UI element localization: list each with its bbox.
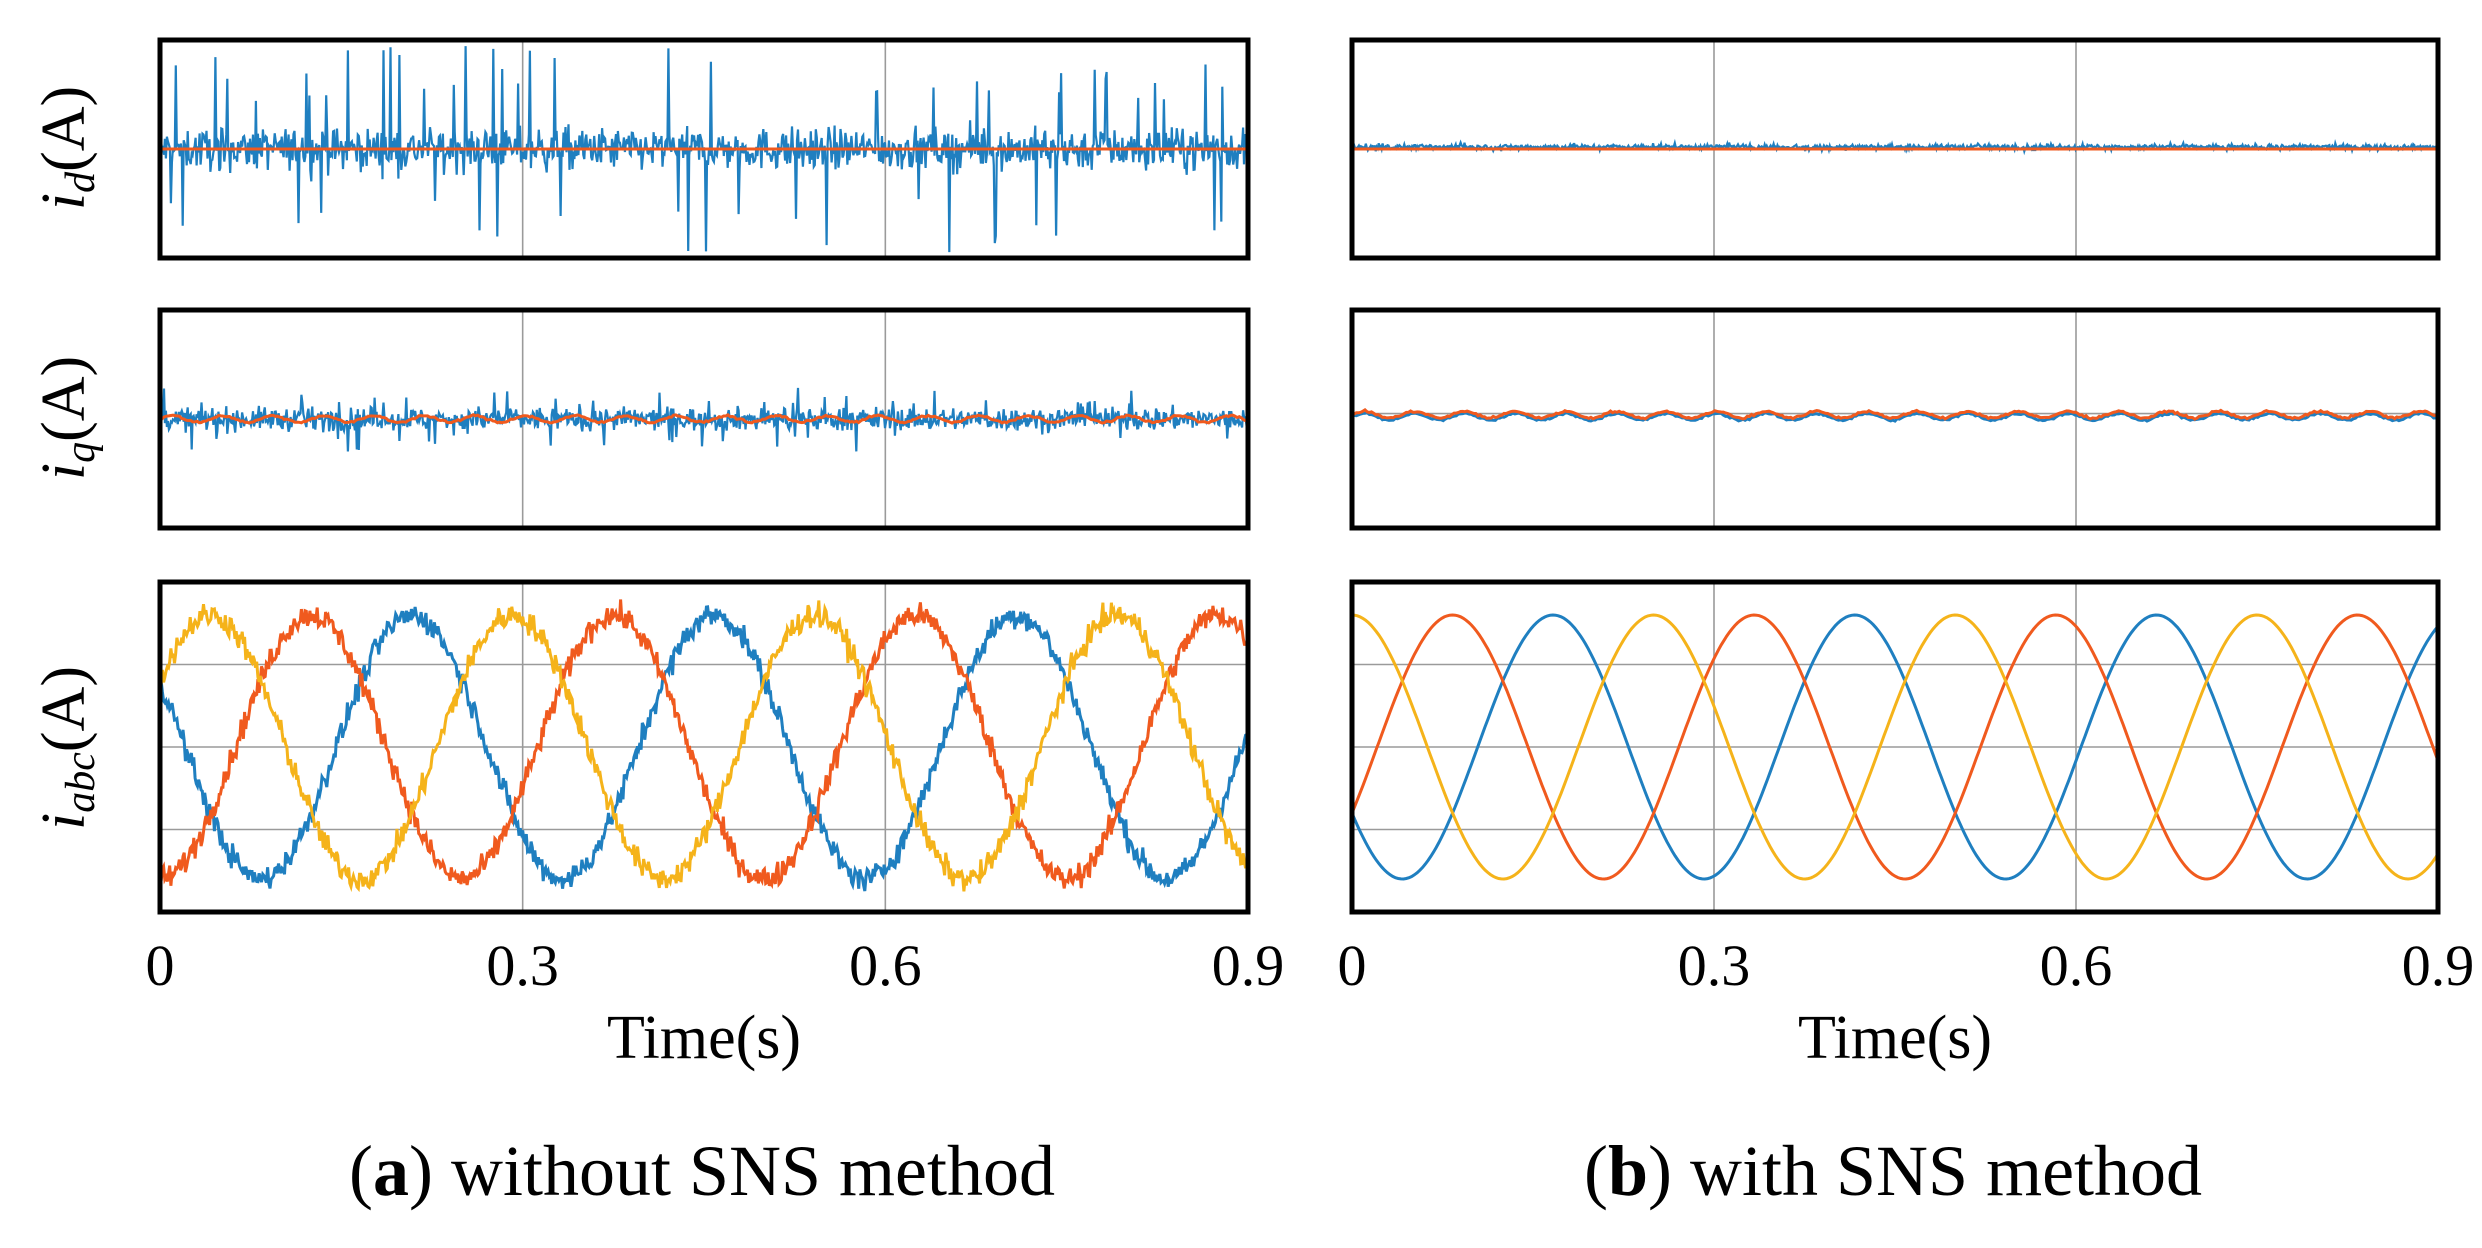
subplot-iabc-a: iabc(A) <box>30 579 1251 915</box>
subplot-iq-b <box>1349 307 2441 531</box>
series-phase-c-iabc-b <box>1352 613 2438 881</box>
ylabel-sub: abc <box>58 752 104 813</box>
ylabel-main: i <box>30 463 98 480</box>
series-phase-c-iabc-a <box>160 600 1248 893</box>
x-tick-label: 0.3 <box>486 933 559 998</box>
ylabel-unit: (A) <box>30 666 98 752</box>
svg-text:iq(A): iq(A) <box>30 356 103 480</box>
svg-text:iabc(A): iabc(A) <box>30 666 103 830</box>
subplot-iabc-b <box>1349 579 2441 915</box>
ylabel-main: i <box>30 813 98 830</box>
ylabel-unit: (A) <box>30 356 98 442</box>
caption-letter: a <box>373 1131 409 1211</box>
plot-frame <box>1349 307 2441 531</box>
series-measured-id-a <box>160 46 1248 253</box>
series-measured-iq-a <box>160 387 1248 452</box>
caption-b: (b) with SNS method <box>1584 1131 2202 1211</box>
series-phase-b-iabc-b <box>1352 613 2438 881</box>
series-reference-iq-b <box>1352 408 2438 421</box>
x-tick-label: 0.3 <box>1678 933 1751 998</box>
plot-frame <box>157 579 1251 915</box>
x-tick-label: 0 <box>146 933 175 998</box>
caption-text: ) with SNS method <box>1648 1131 2202 1211</box>
x-axis-label: Time(s) <box>607 1004 801 1072</box>
x-tick-label: 0.9 <box>1212 933 1285 998</box>
caption-text: ) without SNS method <box>409 1131 1055 1211</box>
subplot-id-a: id(A) <box>30 37 1251 261</box>
x-tick-label: 0 <box>1338 933 1367 998</box>
ylabel-sub: d <box>58 171 104 193</box>
x-tick-label: 0.6 <box>849 933 922 998</box>
series-measured-iq-b <box>1352 410 2438 423</box>
plot-frame <box>1349 37 2441 261</box>
subplot-id-b <box>1349 37 2441 261</box>
subplot-iq-a: iq(A) <box>30 307 1251 531</box>
plot-frame <box>1349 579 2441 915</box>
plot-frame <box>157 37 1251 261</box>
caption-letter: b <box>1608 1131 1648 1211</box>
series-phase-b-iabc-a <box>160 599 1248 890</box>
ylabel-unit: (A) <box>30 86 98 172</box>
x-axis-label: Time(s) <box>1798 1004 1992 1072</box>
panel-b: 0 0.3 0.6 0.9 Time(s) (b) with SNS method <box>1338 37 2475 1211</box>
plot-frame <box>157 307 1251 531</box>
svg-text:id(A): id(A) <box>30 86 103 210</box>
ylabel-main: i <box>30 193 98 210</box>
ylabel-iq: iq(A) <box>30 356 103 480</box>
ylabel-id: id(A) <box>30 86 103 210</box>
caption-a: (a) without SNS method <box>349 1131 1055 1211</box>
series-reference-iq-a <box>160 412 1248 425</box>
ylabel-iabc: iabc(A) <box>30 666 103 830</box>
x-tick-label: 0.9 <box>2402 933 2475 998</box>
x-tick-label: 0.6 <box>2040 933 2113 998</box>
ylabel-sub: q <box>58 442 104 463</box>
